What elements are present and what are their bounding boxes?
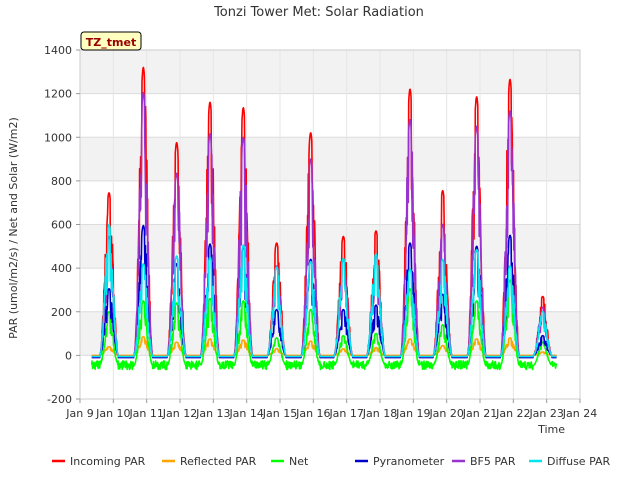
plot-band — [80, 137, 580, 181]
legend-label: BF5 PAR — [470, 455, 516, 468]
y-tick-label: 1400 — [44, 44, 72, 57]
legend-label: Pyranometer — [373, 455, 445, 468]
legend-label: Reflected PAR — [180, 455, 257, 468]
x-tick-label: Jan 15 — [262, 407, 297, 420]
y-tick-label: 400 — [51, 262, 72, 275]
plot-band — [80, 93, 580, 138]
y-axis-ticks: -200 0 200 400 600 800 1000 1200 1400 — [44, 44, 80, 406]
series-net — [90, 279, 558, 371]
x-tick-label: Jan 20 — [428, 407, 463, 420]
series-line — [91, 336, 558, 357]
y-tick-label: 200 — [51, 306, 72, 319]
y-tick-label: 800 — [51, 175, 72, 188]
site-label: TZ_tmet — [86, 36, 136, 49]
series-diffuse-par — [91, 223, 558, 358]
y-axis-label: PAR (umol/m2/s) / Net and Solar (W/m2) — [7, 117, 20, 339]
x-tick-label: Jan 23 — [528, 407, 563, 420]
y-tick-label: 0 — [65, 349, 72, 362]
x-tick-label: Jan 14 — [228, 407, 263, 420]
site-label-box: TZ_tmet — [80, 31, 142, 51]
plot-band — [80, 50, 580, 94]
legend-item: Pyranometer — [355, 455, 445, 468]
legend-item: Net — [271, 455, 309, 468]
legend-label: Diffuse PAR — [547, 455, 611, 468]
plot-band — [80, 311, 580, 356]
plot-band — [80, 224, 580, 269]
x-tick-label: Jan 11 — [128, 407, 163, 420]
plot-band — [80, 268, 580, 312]
legend-item: Reflected PAR — [162, 455, 257, 468]
legend-item: Incoming PAR — [52, 455, 146, 468]
site-label-background — [80, 31, 142, 51]
series-reflected-par — [91, 336, 558, 357]
y-tick-label: -200 — [47, 393, 72, 406]
x-tick-label: Jan 21 — [462, 407, 497, 420]
legend-label: Incoming PAR — [70, 455, 146, 468]
x-tick-label: Jan 17 — [328, 407, 363, 420]
legend-item: BF5 PAR — [452, 455, 516, 468]
x-tick-label: Jan 9 — [65, 407, 93, 420]
plot-band — [80, 180, 580, 225]
x-tick-label: Jan 19 — [395, 407, 430, 420]
y-tick-label: 1000 — [44, 131, 72, 144]
x-tick-label: Jan 18 — [362, 407, 397, 420]
y-tick-label: 600 — [51, 219, 72, 232]
y-tick-label: 1200 — [44, 88, 72, 101]
legend: Incoming PAR Reflected PAR Net Pyranometer B… — [52, 455, 611, 468]
x-tick-label: Jan 13 — [195, 407, 230, 420]
x-tick-label: Jan 12 — [162, 407, 197, 420]
series-layer — [90, 66, 558, 371]
plot-bands — [80, 50, 580, 399]
x-tick-label: Jan 16 — [295, 407, 330, 420]
legend-item: Diffuse PAR — [529, 455, 611, 468]
series-line — [90, 279, 558, 371]
x-tick-label: Jan 22 — [495, 407, 530, 420]
legend-label: Net — [289, 455, 309, 468]
series-line — [91, 223, 558, 358]
x-tick-label: Jan 10 — [95, 407, 130, 420]
x-tick-label: Jan 24 — [562, 407, 597, 420]
chart-title: Tonzi Tower Met: Solar Radiation — [213, 5, 424, 20]
x-axis-label: Time — [537, 423, 565, 436]
